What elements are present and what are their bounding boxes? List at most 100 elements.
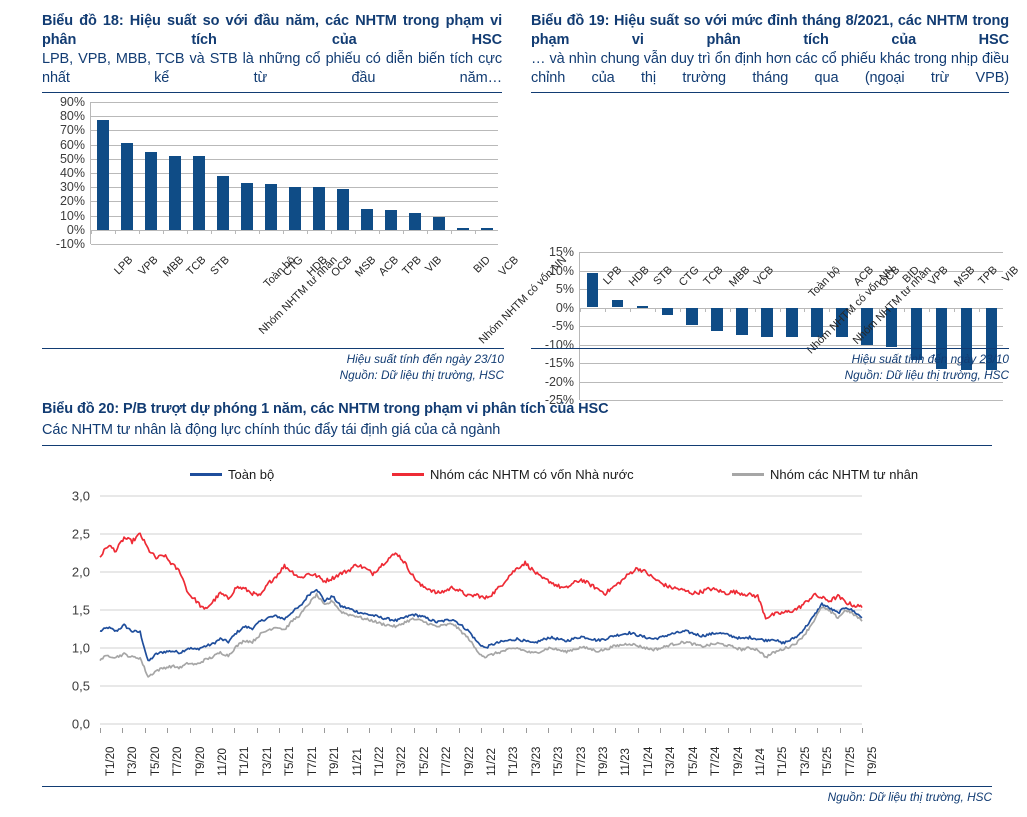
- chart-19-footnote-1: Hiệu suất tính đến ngày 23/10: [851, 352, 1009, 366]
- chart-18-footnote: Hiệu suất tính đến ngày 23/10 Nguồn: Dữ …: [42, 348, 504, 384]
- x-axis-tickmark: [391, 728, 393, 733]
- y-axis-tick-label: -25%: [544, 393, 574, 407]
- gridline: [91, 244, 498, 245]
- bar: [786, 307, 798, 338]
- x-axis-label: T9/23: [598, 746, 611, 776]
- bar: [761, 307, 773, 338]
- x-axis-tickmark: [637, 728, 639, 733]
- x-axis-label: T7/24: [710, 746, 723, 776]
- x-axis-label: T5/24: [687, 746, 700, 776]
- x-axis-tickmark: [682, 728, 684, 733]
- x-axis-tickmark: [660, 728, 662, 733]
- x-axis-label: T5/20: [149, 746, 162, 776]
- x-axis-tickmark: [427, 229, 428, 234]
- x-axis-label: T1/20: [105, 746, 117, 776]
- x-axis-label: VCB: [751, 264, 777, 289]
- x-axis-tickmark: [436, 728, 438, 733]
- gridline: [580, 252, 1003, 253]
- x-axis-tickmark: [235, 229, 236, 234]
- x-axis-tickmark: [139, 229, 140, 234]
- x-axis-tickmark: [283, 229, 284, 234]
- y-axis-tick-label: 50%: [59, 151, 85, 166]
- legend-item[interactable]: Nhóm các NHTM tư nhân: [732, 467, 918, 482]
- x-axis-tickmark: [979, 307, 981, 312]
- x-axis-tickmark: [256, 728, 258, 733]
- x-axis-tickmark: [954, 307, 956, 312]
- gridline: [580, 381, 1003, 383]
- x-axis-label: T3/23: [530, 746, 543, 776]
- x-axis-tickmark: [301, 728, 303, 733]
- x-axis-tickmark: [212, 728, 214, 733]
- legend-item[interactable]: Toàn bộ: [190, 467, 274, 482]
- legend-item[interactable]: Nhóm các NHTM có vốn Nhà nước: [392, 467, 634, 482]
- x-axis-tickmark: [475, 229, 476, 234]
- legend-color-swatch: [392, 473, 424, 476]
- bar: [935, 307, 948, 369]
- y-axis-tick-label: 30%: [59, 180, 85, 195]
- y-axis-tick-label: 3,0: [71, 488, 90, 504]
- x-axis-label: T9/22: [463, 746, 476, 776]
- bar: [586, 272, 599, 308]
- line-series-1: [99, 588, 863, 662]
- x-axis-label: T7/20: [172, 746, 185, 776]
- bar: [861, 307, 873, 346]
- x-axis-label: T1/21: [239, 746, 252, 776]
- x-axis-label: T9/21: [329, 746, 342, 776]
- bar: [169, 155, 181, 230]
- x-axis-tickmark: [259, 229, 260, 234]
- chart-18-plot-area: 90% 80% 70% 60% 50% 40% 30% 20% 10% 0% -10%: [42, 95, 504, 252]
- chart-19-foot-rule: [531, 348, 1009, 349]
- chart-19-panel: Biểu đồ 19: Hiệu suất so với mức đỉnh th…: [531, 12, 1009, 93]
- x-axis-label: TPB: [975, 264, 1000, 288]
- y-axis-tick-label: 2,5: [71, 526, 90, 542]
- x-axis-tickmark: [839, 728, 841, 733]
- x-axis-label: STB: [208, 254, 232, 278]
- chart-18-title: Biểu đồ 18: Hiệu suất so với đầu năm, cá…: [42, 13, 502, 49]
- bar: [736, 307, 748, 336]
- x-axis-tickmark: [144, 728, 146, 733]
- gridline: [91, 173, 498, 174]
- y-axis-tick-label: 0,5: [71, 678, 90, 694]
- gridline: [580, 344, 1003, 346]
- x-axis-tickmark: [729, 307, 731, 312]
- y-axis-tick-label: 2,0: [71, 564, 90, 580]
- line-series-3: [99, 592, 863, 678]
- chart-19-footnote-2: Nguồn: Dữ liệu thị trường, HSC: [844, 367, 1009, 382]
- x-axis-tickmark: [379, 229, 380, 234]
- gridline: [580, 270, 1003, 272]
- chart-19-footnote: Hiệu suất tính đến ngày 23/10 Nguồn: Dữ …: [531, 348, 1009, 384]
- x-axis-tickmark: [749, 728, 751, 733]
- gridline: [580, 400, 1003, 401]
- legend-color-swatch: [732, 473, 764, 476]
- x-axis-tickmark: [187, 229, 188, 234]
- x-axis-tickmark: [413, 728, 415, 733]
- x-axis-label: 11/24: [754, 748, 767, 776]
- y-axis-tick-label: 70%: [59, 123, 85, 138]
- chart-19-subtitle: … và nhìn chung vẫn duy trì ổn định hơn …: [531, 51, 1009, 87]
- x-axis-label: MSB: [352, 254, 379, 280]
- bar: [457, 228, 469, 230]
- chart-19-x-labels: LPB HDB STB CTG TCB MBB VCB Nhóm NHTM có vốn NN…: [531, 262, 1021, 357]
- y-axis-tick-label: 10%: [548, 263, 574, 278]
- x-axis-tickmark: [548, 728, 550, 733]
- x-axis-label: T7/23: [575, 746, 588, 776]
- bar: [636, 306, 649, 308]
- x-axis-label: VIB: [423, 254, 445, 276]
- chart-20-foot-rule: [42, 786, 992, 787]
- x-axis-tickmark: [189, 728, 191, 733]
- x-axis-tickmark: [503, 728, 505, 733]
- x-axis-tickmark: [615, 728, 617, 733]
- x-axis-label: T5/21: [284, 746, 297, 776]
- bar: [836, 307, 848, 338]
- x-axis-tickmark: [91, 229, 92, 234]
- y-axis-tick-label: 5%: [555, 282, 574, 296]
- x-axis-tickmark: [368, 728, 370, 733]
- chart-20-plot-area: 0,0 0,5 1,0 1,5 2,0 2,5 3,0: [42, 488, 992, 732]
- x-axis-tickmark: [654, 307, 656, 312]
- bar: [337, 188, 349, 230]
- x-axis-tickmark: [115, 229, 116, 234]
- y-axis-tick-label: 60%: [59, 137, 85, 152]
- chart-18-x-labels: LPB VPB MBB TCB STB Nhóm NHTM tư nhân Toàn bộ C…: [42, 252, 569, 347]
- gridline: [91, 144, 498, 146]
- x-axis-tickmark: [754, 307, 756, 312]
